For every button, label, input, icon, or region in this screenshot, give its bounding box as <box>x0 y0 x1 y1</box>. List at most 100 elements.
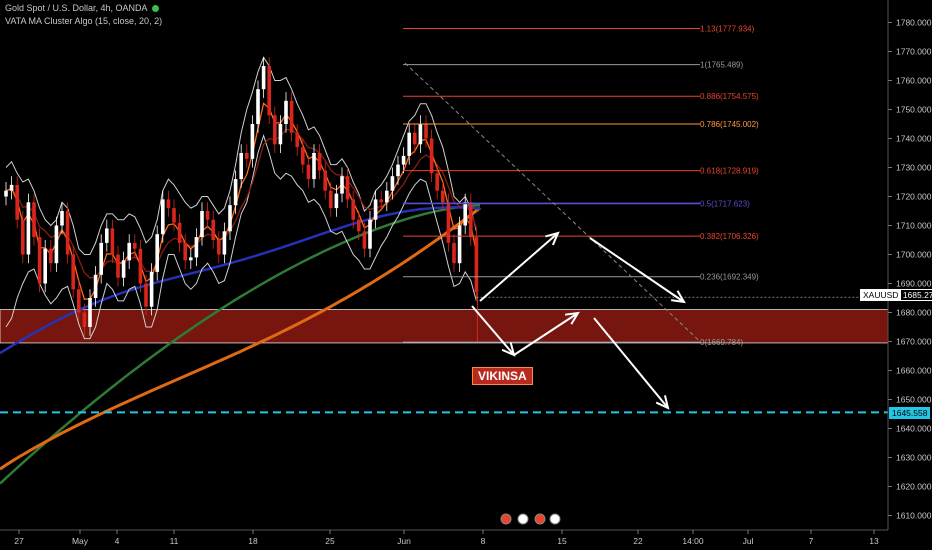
candle-body <box>329 190 333 209</box>
candle <box>116 245 120 287</box>
candle <box>88 289 92 336</box>
candle-body <box>93 274 98 298</box>
candle-body <box>144 283 148 307</box>
candle <box>245 144 249 168</box>
candle-body <box>37 237 42 284</box>
arrow-head <box>655 395 670 410</box>
event-markers <box>500 513 561 525</box>
candle-body <box>205 211 210 220</box>
candle <box>401 147 406 174</box>
price-tick-label: 1780.000 <box>896 18 932 28</box>
candle-body <box>250 124 255 159</box>
candle-body <box>228 205 232 232</box>
candle-body <box>149 271 154 307</box>
candle <box>37 228 42 293</box>
projection-arrow <box>513 311 580 356</box>
candle <box>60 202 64 235</box>
projection-arrow <box>479 231 560 302</box>
candle-body <box>121 260 126 278</box>
arrow-shaft <box>589 237 685 303</box>
candle <box>21 211 25 264</box>
candle-body <box>469 202 473 238</box>
price-tick-label: 1640.000 <box>896 424 932 434</box>
candle-body <box>189 257 193 261</box>
price-tick-label: 1680.000 <box>896 308 932 318</box>
time-tick-label: Jun <box>397 536 411 546</box>
candle <box>200 202 204 246</box>
candle <box>295 124 299 156</box>
arrow-shaft <box>513 312 579 356</box>
candle-body <box>334 193 339 209</box>
candle-body <box>385 190 389 203</box>
candle <box>99 234 103 284</box>
projection-arrow <box>589 237 686 304</box>
candle-body <box>166 199 171 209</box>
candle <box>105 219 109 252</box>
candle <box>351 190 355 229</box>
price-tick-label: 1770.000 <box>896 47 932 57</box>
symbol-title: Gold Spot / U.S. Dollar, 4h, OANDA <box>5 3 148 13</box>
candle-body <box>446 202 451 243</box>
candle-body <box>351 199 355 220</box>
time-tick-label: May <box>72 536 89 546</box>
candle-body <box>301 147 305 165</box>
candle <box>205 202 210 229</box>
projection-arrow <box>593 317 670 410</box>
fib-label: 0.886(1754.575) <box>700 92 759 101</box>
candle <box>43 240 47 293</box>
candle-body <box>429 138 434 174</box>
candle <box>121 251 126 287</box>
candle <box>273 106 277 153</box>
current-price-symbol: XAUUSD <box>863 290 899 300</box>
candle <box>345 167 350 209</box>
price-tick-label: 1670.000 <box>896 337 932 347</box>
arrow-shaft <box>593 317 669 409</box>
candle-body <box>77 289 81 313</box>
ma-slow-line <box>5 128 478 279</box>
candle-body <box>390 176 395 191</box>
time-tick-label: 13 <box>869 536 879 546</box>
candle <box>278 115 283 153</box>
candle <box>194 228 199 267</box>
candle-body <box>60 211 64 226</box>
candle <box>65 202 70 264</box>
time-tick-label: 15 <box>557 536 567 546</box>
ma-orange-line <box>0 206 481 471</box>
candle <box>261 57 266 98</box>
fib-label: 0.236(1692.349) <box>700 273 759 282</box>
candle-body <box>278 124 283 145</box>
candle-body <box>306 164 311 180</box>
candle-body <box>418 124 423 145</box>
candle-body <box>373 199 378 220</box>
candle <box>373 190 378 229</box>
candle <box>463 193 467 235</box>
time-tick-label: 25 <box>325 536 335 546</box>
price-tick-label: 1720.000 <box>896 192 932 202</box>
candle <box>452 234 456 272</box>
price-tick-label: 1660.000 <box>896 366 932 376</box>
time-tick-label: 18 <box>248 536 258 546</box>
candle <box>77 280 81 322</box>
time-tick-label: 7 <box>809 536 814 546</box>
candle <box>357 211 361 240</box>
candle <box>457 216 462 272</box>
candle <box>390 167 395 200</box>
candle <box>334 184 339 217</box>
candle-body <box>273 115 277 145</box>
price-tick-label: 1630.000 <box>896 453 932 463</box>
event-marker-icon <box>500 513 512 525</box>
price-tick-label: 1710.000 <box>896 221 932 231</box>
candle <box>469 193 473 246</box>
candle <box>54 216 59 272</box>
candle-body <box>317 153 322 171</box>
price-tick-label: 1620.000 <box>896 482 932 492</box>
candle <box>166 190 171 217</box>
fib-label: 0(1669.784) <box>700 338 743 347</box>
price-tick-label: 1700.000 <box>896 250 932 260</box>
arrow-shaft <box>471 305 515 356</box>
candle-body <box>110 228 115 255</box>
candle-body <box>15 184 19 220</box>
annotation-tag: VIKINSA <box>472 367 533 385</box>
